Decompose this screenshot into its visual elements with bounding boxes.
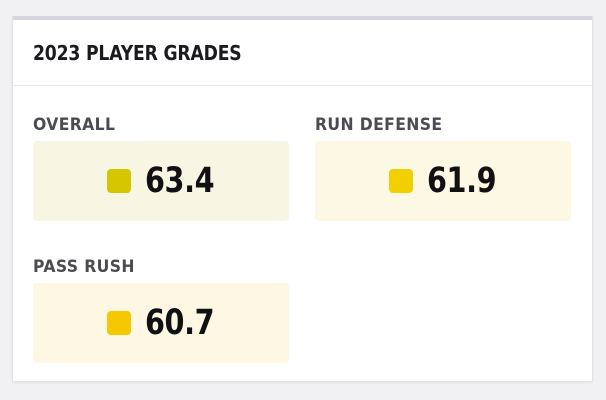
grade-color-swatch-icon [389, 169, 413, 193]
grade-box: 61.9 [315, 141, 571, 221]
grade-label: RUN DEFENSE [315, 115, 443, 135]
grades-grid: OVERALL 63.4 RUN DEFENSE 61.9 PASS RUSH … [33, 115, 573, 363]
grade-color-swatch-icon [107, 169, 131, 193]
grade-value: 63.4 [145, 161, 215, 201]
grade-value: 60.7 [145, 303, 215, 343]
grade-run-defense: RUN DEFENSE 61.9 [315, 115, 571, 221]
card-header: 2023 PLAYER GRADES [13, 20, 592, 86]
card-title: 2023 PLAYER GRADES [33, 40, 242, 65]
grade-pass-rush: PASS RUSH 60.7 [33, 257, 289, 363]
grade-value: 61.9 [427, 161, 497, 201]
grade-color-swatch-icon [107, 311, 131, 335]
grade-label: OVERALL [33, 115, 116, 135]
grade-box: 60.7 [33, 283, 289, 363]
player-grades-card: 2023 PLAYER GRADES OVERALL 63.4 RUN DEFE… [12, 16, 593, 382]
grade-box: 63.4 [33, 141, 289, 221]
grade-label: PASS RUSH [33, 257, 135, 277]
grade-overall: OVERALL 63.4 [33, 115, 289, 221]
